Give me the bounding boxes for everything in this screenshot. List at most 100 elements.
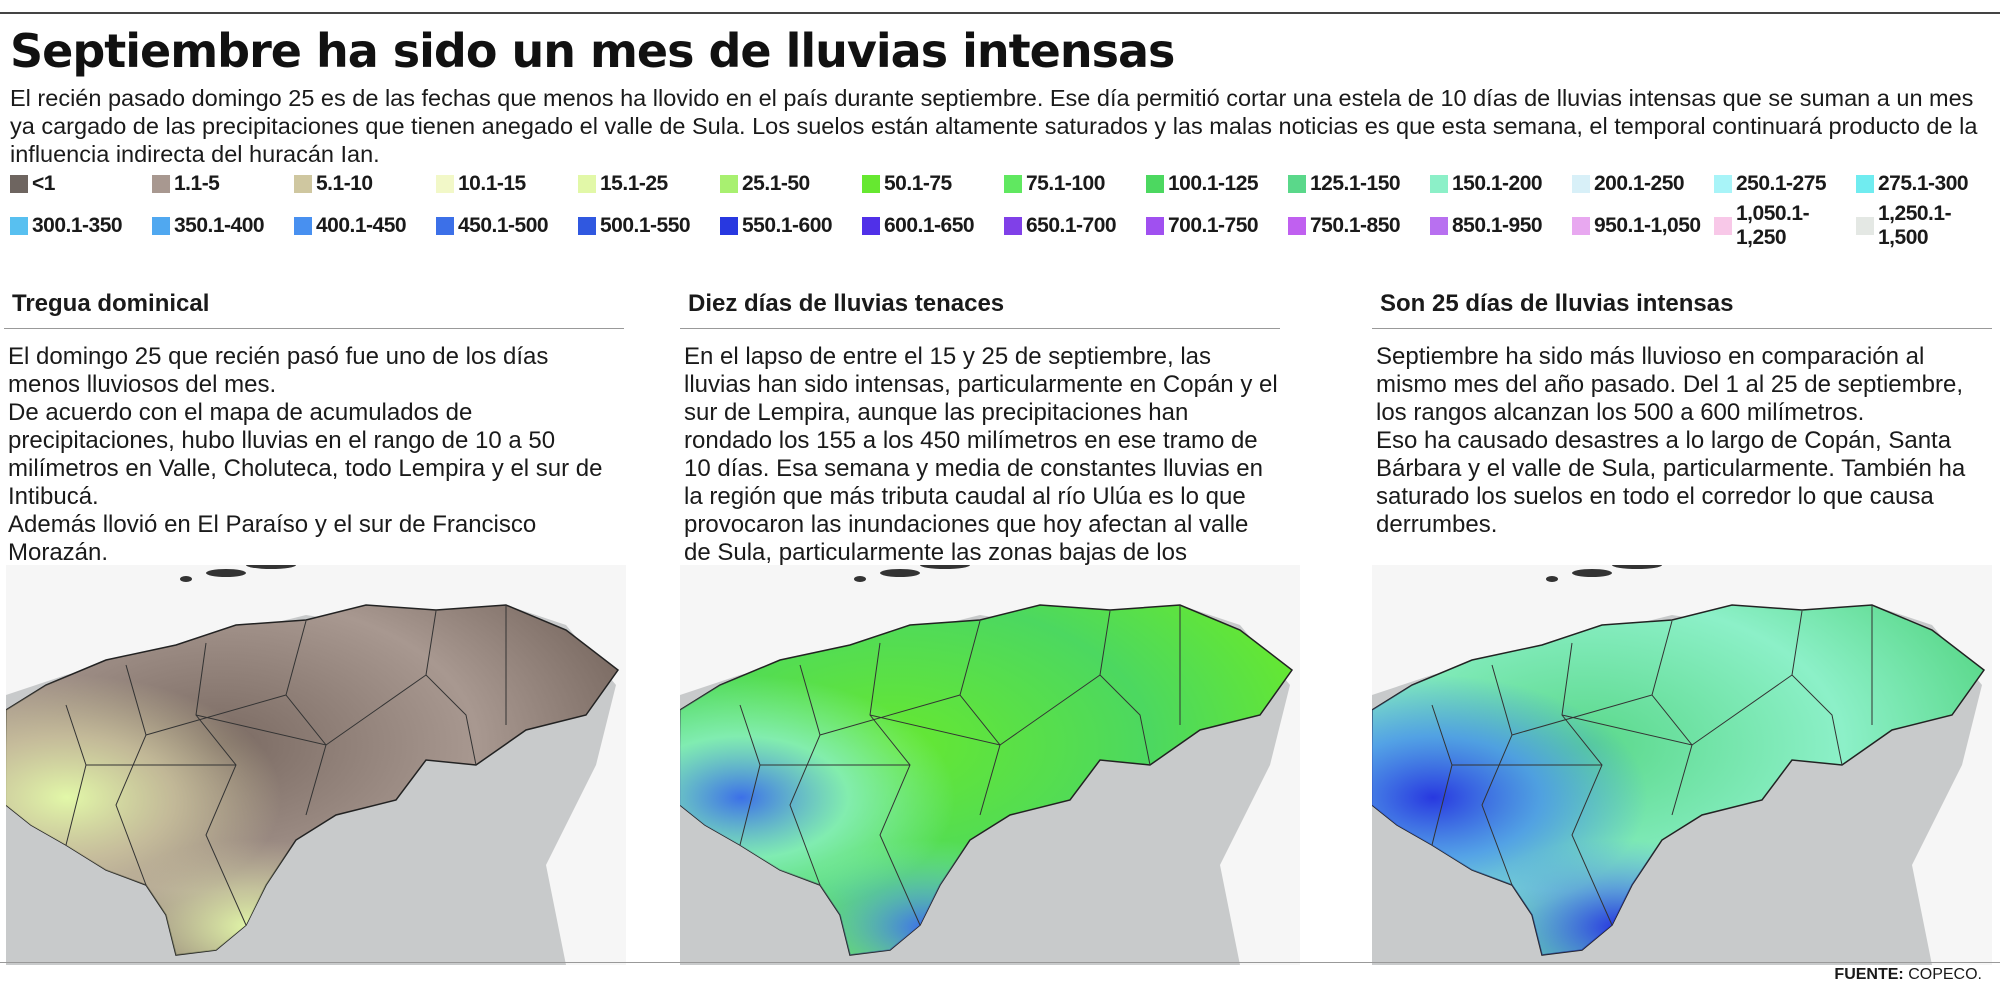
page-title: Septiembre ha sido un mes de lluvias int… — [10, 24, 1175, 78]
legend-swatch — [1856, 217, 1874, 235]
legend-item: 1.1-5 — [152, 170, 294, 198]
legend-item: 25.1-50 — [720, 170, 862, 198]
legend-item: 150.1-200 — [1430, 170, 1572, 198]
legend-item: 850.1-950 — [1430, 212, 1572, 240]
map-ten-days — [679, 561, 1300, 965]
column-heading: Son 25 días de lluvias intensas — [1372, 290, 1992, 329]
column-diez-dias: Diez días de lluvias tenaces En el lapso… — [680, 290, 1280, 595]
legend-item: 125.1-150 — [1288, 170, 1430, 198]
legend-swatch — [152, 217, 170, 235]
legend-label: 10.1-15 — [458, 172, 526, 195]
top-rule — [0, 12, 2000, 14]
legend-swatch — [10, 217, 28, 235]
department-borders — [65, 605, 507, 926]
land-background — [6, 565, 626, 965]
legend-item: 500.1-550 — [578, 212, 720, 240]
legend-swatch — [862, 175, 880, 193]
legend-item: 700.1-750 — [1146, 212, 1288, 240]
legend-label: 125.1-150 — [1310, 172, 1401, 195]
legend-swatch — [1004, 217, 1022, 235]
legend-label: 600.1-650 — [884, 214, 975, 237]
legend-swatch — [436, 217, 454, 235]
legend-item: 75.1-100 — [1004, 170, 1146, 198]
legend-item: 5.1-10 — [294, 170, 436, 198]
legend-label: 1,250.1-1,500 — [1878, 202, 1952, 249]
legend-label: 350.1-400 — [174, 214, 265, 237]
legend-swatch — [10, 175, 28, 193]
legend-item: 100.1-125 — [1146, 170, 1288, 198]
legend-label: 100.1-125 — [1168, 172, 1259, 195]
legend-swatch — [1288, 175, 1306, 193]
legend-item: 350.1-400 — [152, 212, 294, 240]
column-tregua: Tregua dominical El domingo 25 que recié… — [4, 290, 624, 567]
column-heading: Tregua dominical — [4, 290, 624, 329]
legend-swatch — [1146, 175, 1164, 193]
legend-item: 650.1-700 — [1004, 212, 1146, 240]
legend-swatch — [720, 175, 738, 193]
legend-item: 1,050.1-1,250 — [1714, 202, 1856, 249]
legend-label: 200.1-250 — [1594, 172, 1685, 195]
legend-item: 950.1-1,050 — [1572, 212, 1714, 240]
legend-item: 200.1-250 — [1572, 170, 1714, 198]
legend-item: 10.1-15 — [436, 170, 578, 198]
legend-label: 50.1-75 — [884, 172, 952, 195]
legend-item: 400.1-450 — [294, 212, 436, 240]
source-credit: FUENTE: COPECO. — [1834, 966, 1982, 984]
legend-label: 500.1-550 — [600, 214, 691, 237]
legend-label: 750.1-850 — [1310, 214, 1401, 237]
legend-item: 750.1-850 — [1288, 212, 1430, 240]
legend-label: 275.1-300 — [1878, 172, 1969, 195]
legend-swatch — [1714, 175, 1732, 193]
legend-swatch — [1146, 217, 1164, 235]
legend-swatch — [1004, 175, 1022, 193]
legend-label: 1,050.1-1,250 — [1736, 202, 1810, 249]
legend-label: 650.1-700 — [1026, 214, 1117, 237]
legend-swatch — [152, 175, 170, 193]
legend-swatch — [1288, 217, 1306, 235]
legend-label: 550.1-600 — [742, 214, 833, 237]
legend-item: 275.1-300 — [1856, 170, 1998, 198]
legend-swatch — [862, 217, 880, 235]
legend-label: 400.1-450 — [316, 214, 407, 237]
legend-label: 1.1-5 — [174, 172, 220, 195]
column-text: El domingo 25 que recién pasó fue uno de… — [8, 343, 603, 566]
bottom-rule — [0, 962, 2000, 963]
legend-item: 15.1-25 — [578, 170, 720, 198]
legend-swatch — [1856, 175, 1874, 193]
rainfall-legend: <1 1.1-5 5.1-10 10.1-15 15.1-25 25.1-50 50.1-7… — [10, 170, 2000, 249]
lead-paragraph: El recién pasado domingo 25 es de las fe… — [10, 85, 1978, 167]
legend-label: 75.1-100 — [1026, 172, 1105, 195]
legend-label: <1 — [32, 172, 55, 195]
legend-swatch — [1430, 175, 1448, 193]
column-text: En el lapso de entre el 15 y 25 de septi… — [684, 343, 1278, 594]
legend-item: 600.1-650 — [862, 212, 1004, 240]
legend-swatch — [578, 175, 596, 193]
legend-label: 450.1-500 — [458, 214, 549, 237]
legend-swatch — [720, 217, 738, 235]
land-background — [680, 565, 1300, 965]
legend-label: 850.1-950 — [1452, 214, 1543, 237]
legend-swatch — [578, 217, 596, 235]
legend-item: 550.1-600 — [720, 212, 862, 240]
legend-label: 15.1-25 — [600, 172, 668, 195]
legend-label: 250.1-275 — [1736, 172, 1827, 195]
legend-label: 700.1-750 — [1168, 214, 1259, 237]
legend-item: <1 — [10, 170, 152, 198]
column-heading: Diez días de lluvias tenaces — [680, 290, 1280, 329]
land-background — [1372, 565, 1992, 965]
legend-swatch — [294, 175, 312, 193]
map-25-days — [1371, 561, 1992, 965]
legend-swatch — [436, 175, 454, 193]
legend-item: 450.1-500 — [436, 212, 578, 240]
column-text: Septiembre ha sido más lluvioso en compa… — [1376, 343, 1966, 538]
department-borders — [1431, 605, 1873, 926]
map-sunday-25 — [5, 561, 626, 965]
legend-item: 300.1-350 — [10, 212, 152, 240]
legend-item: 1,250.1-1,500 — [1856, 202, 1998, 249]
legend-label: 5.1-10 — [316, 172, 373, 195]
source-label: FUENTE: — [1834, 966, 1904, 983]
legend-label: 300.1-350 — [32, 214, 123, 237]
source-name: COPECO. — [1908, 966, 1982, 983]
legend-item: 50.1-75 — [862, 170, 1004, 198]
legend-swatch — [294, 217, 312, 235]
